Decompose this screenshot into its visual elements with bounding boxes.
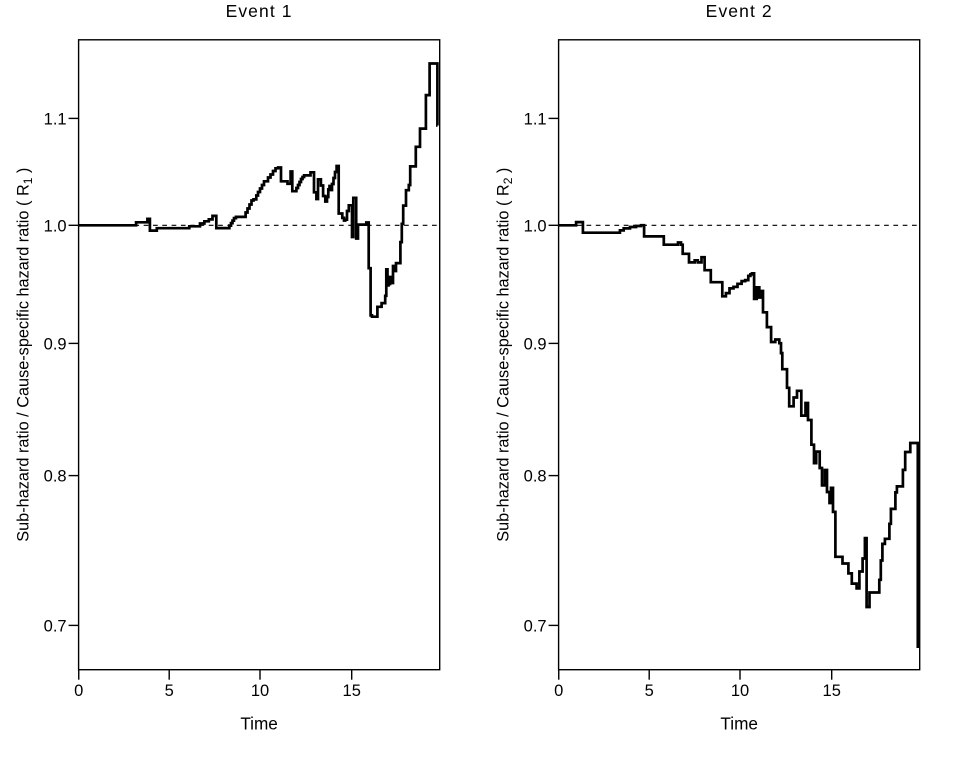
- svg-text:0.8: 0.8: [44, 468, 67, 486]
- svg-text:Sub-hazard ratio / Cause-speci: Sub-hazard ratio / Cause-specific hazard…: [15, 168, 35, 542]
- svg-text:10: 10: [731, 682, 749, 700]
- svg-text:0.9: 0.9: [524, 335, 547, 353]
- svg-text:1.1: 1.1: [524, 110, 547, 128]
- svg-text:15: 15: [343, 682, 361, 700]
- svg-text:0: 0: [554, 682, 563, 700]
- svg-text:1.0: 1.0: [44, 217, 67, 235]
- svg-text:0.7: 0.7: [44, 617, 67, 635]
- svg-text:0.8: 0.8: [524, 468, 547, 486]
- svg-text:1.0: 1.0: [524, 217, 547, 235]
- svg-text:Event 1: Event 1: [226, 1, 293, 21]
- svg-text:5: 5: [645, 682, 654, 700]
- svg-text:Sub-hazard ratio / Cause-speci: Sub-hazard ratio / Cause-specific hazard…: [495, 168, 515, 542]
- svg-text:15: 15: [823, 682, 841, 700]
- svg-text:10: 10: [251, 682, 269, 700]
- svg-text:Time: Time: [240, 714, 278, 734]
- svg-text:0.7: 0.7: [524, 617, 547, 635]
- svg-text:0: 0: [74, 682, 83, 700]
- svg-text:0.9: 0.9: [44, 335, 67, 353]
- svg-text:1.1: 1.1: [44, 110, 67, 128]
- svg-text:5: 5: [165, 682, 174, 700]
- svg-text:Event 2: Event 2: [706, 1, 773, 21]
- svg-text:Time: Time: [720, 714, 758, 734]
